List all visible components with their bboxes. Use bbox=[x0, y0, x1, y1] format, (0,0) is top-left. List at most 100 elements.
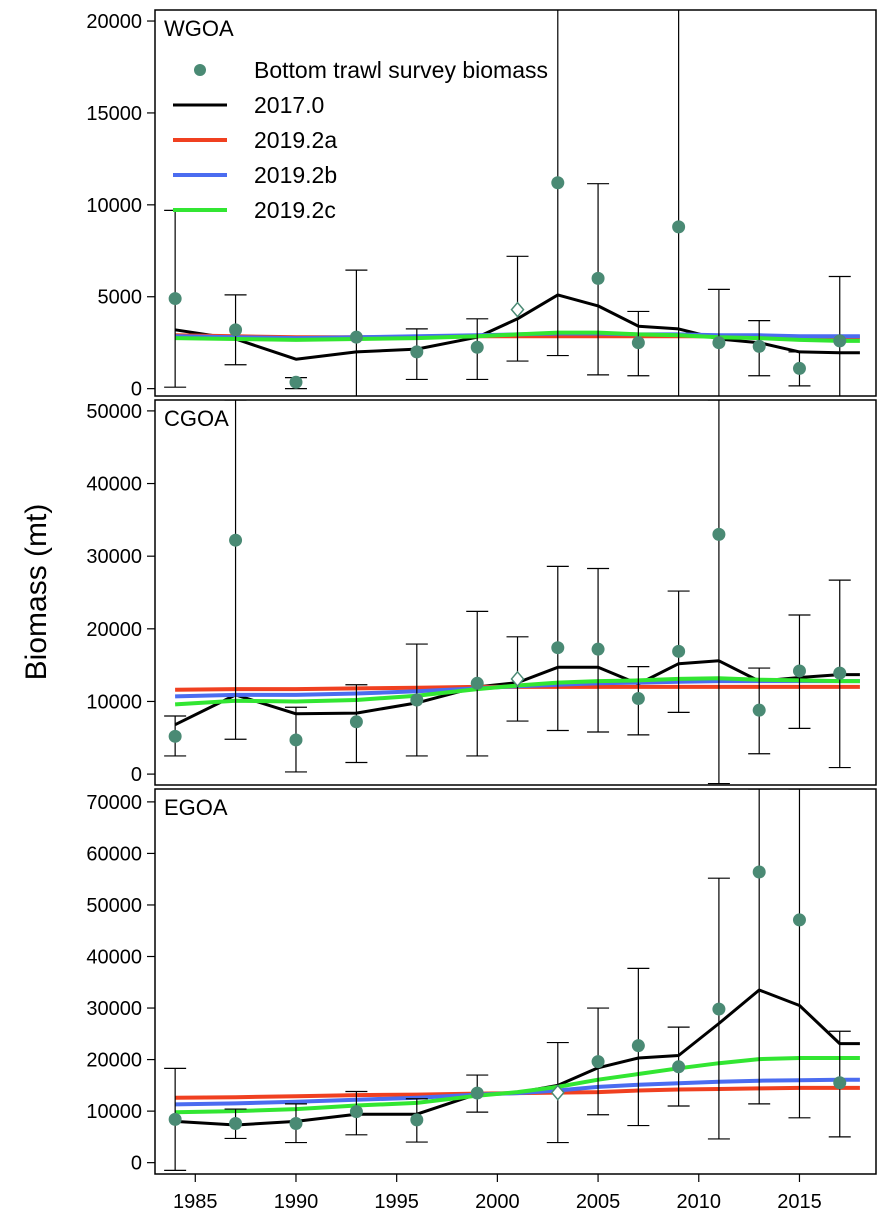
y-tick-label: 20000 bbox=[86, 1050, 142, 1072]
survey-point bbox=[631, 692, 645, 706]
panel-cgoa: 0 10000 20000 30000 40000 50000 CGOA bbox=[86, 399, 877, 786]
x-axis: 1985 1990 1995 2000 2005 2010 2015 bbox=[173, 1174, 822, 1213]
y-tick-label: 30000 bbox=[86, 998, 142, 1020]
survey-point bbox=[470, 1086, 484, 1100]
series-line-2019-2c bbox=[174, 676, 860, 707]
error-bar bbox=[748, 789, 771, 1105]
survey-point bbox=[591, 642, 605, 656]
error-bar bbox=[678, 10, 680, 396]
y-tick-label: 40000 bbox=[86, 474, 142, 496]
series-line-2019-2b bbox=[175, 1077, 860, 1107]
x-tick-label: 2005 bbox=[576, 1191, 621, 1213]
y-tick-label: 20000 bbox=[86, 619, 142, 641]
y-axis: 0 5000 10000 15000 20000 bbox=[86, 11, 155, 401]
x-tick-label: 1995 bbox=[374, 1191, 419, 1213]
series-line-2017-0 bbox=[174, 293, 860, 361]
y-tick-label: 20000 bbox=[86, 11, 142, 33]
survey-point bbox=[752, 339, 766, 353]
survey-point bbox=[551, 641, 565, 655]
panel-frame bbox=[154, 788, 877, 1175]
survey-point bbox=[752, 703, 766, 717]
survey-point bbox=[591, 271, 605, 285]
legend-entry-survey: Bottom trawl survey biomass bbox=[194, 57, 548, 83]
legend-entry-2019-2c: 2019.2c bbox=[173, 197, 336, 223]
plot-area bbox=[164, 400, 860, 785]
survey-point bbox=[792, 361, 806, 375]
survey-point bbox=[410, 1113, 424, 1127]
y-tick-label: 50000 bbox=[86, 895, 142, 917]
survey-point bbox=[712, 527, 726, 541]
survey-point bbox=[712, 336, 726, 350]
survey-point bbox=[168, 729, 182, 743]
x-tick-label: 2010 bbox=[677, 1191, 722, 1213]
survey-point-open bbox=[550, 1084, 565, 1101]
panel-label: CGOA bbox=[164, 406, 229, 431]
legend-label: 2019.2b bbox=[254, 162, 337, 188]
survey-point bbox=[551, 176, 565, 190]
survey-point bbox=[672, 220, 686, 234]
survey-point bbox=[792, 664, 806, 678]
survey-point bbox=[712, 1002, 726, 1016]
y-tick-label: 70000 bbox=[86, 792, 142, 814]
y-tick-label: 0 bbox=[131, 764, 142, 786]
y-tick-label: 60000 bbox=[86, 843, 142, 865]
survey-point bbox=[289, 375, 303, 389]
legend-label: 2019.2c bbox=[254, 197, 336, 223]
survey-point bbox=[168, 1112, 182, 1126]
survey-point bbox=[833, 334, 847, 348]
y-tick-label: 10000 bbox=[86, 195, 142, 217]
survey-point-open bbox=[510, 301, 525, 318]
panel-frame bbox=[154, 399, 877, 786]
survey-point bbox=[168, 292, 182, 306]
panel-egoa: 0 10000 20000 30000 40000 50000 60000 70000 EGOA bbox=[86, 788, 877, 1175]
series-line-2019-2a bbox=[175, 684, 860, 692]
survey-point bbox=[591, 1055, 605, 1069]
survey-point bbox=[470, 340, 484, 354]
legend-entry-2019-2b: 2019.2b bbox=[173, 162, 337, 188]
survey-point bbox=[289, 1116, 303, 1130]
survey-point bbox=[229, 323, 243, 337]
legend-label-survey: Bottom trawl survey biomass bbox=[254, 57, 548, 83]
panel-label: WGOA bbox=[164, 16, 234, 41]
y-axis: 0 10000 20000 30000 40000 50000 bbox=[86, 401, 155, 786]
x-tick-label: 1985 bbox=[173, 1191, 218, 1213]
survey-point bbox=[470, 676, 484, 690]
x-tick-label: 2000 bbox=[475, 1191, 520, 1213]
survey-point bbox=[752, 865, 766, 879]
y-tick-label: 40000 bbox=[86, 947, 142, 969]
survey-point bbox=[349, 715, 363, 729]
legend-label: 2019.2a bbox=[254, 127, 337, 153]
survey-point bbox=[631, 1039, 645, 1053]
plot-area bbox=[164, 10, 860, 396]
survey-point bbox=[289, 733, 303, 747]
legend-entry-2017-0: 2017.0 bbox=[173, 92, 324, 118]
survey-point bbox=[349, 1105, 363, 1119]
error-bar bbox=[788, 789, 811, 1119]
survey-point bbox=[672, 644, 686, 658]
y-tick-label: 30000 bbox=[86, 546, 142, 568]
survey-point bbox=[229, 533, 243, 547]
survey-point bbox=[631, 336, 645, 350]
error-bar bbox=[224, 400, 247, 740]
survey-point bbox=[792, 913, 806, 927]
survey-point bbox=[833, 666, 847, 680]
panel-frame bbox=[154, 9, 877, 397]
panel-wgoa: 0 5000 10000 15000 20000 WGOA bbox=[86, 9, 877, 401]
survey-point bbox=[410, 693, 424, 707]
y-tick-label: 10000 bbox=[86, 691, 142, 713]
survey-point bbox=[672, 1060, 686, 1074]
plot-area bbox=[164, 789, 860, 1171]
legend: Bottom trawl survey biomass 2017.0 2019.2a… bbox=[173, 57, 548, 223]
y-tick-label: 50000 bbox=[86, 401, 142, 423]
y-tick-label: 5000 bbox=[98, 287, 143, 309]
y-tick-label: 15000 bbox=[86, 103, 142, 125]
error-bar bbox=[707, 400, 730, 785]
series-line-2017-0 bbox=[175, 988, 860, 1127]
series-line-2019-2c bbox=[175, 330, 860, 343]
chart-panels: 0 5000 10000 15000 20000 WGOA 0 10000 20000 30000… bbox=[86, 9, 877, 1175]
survey-point bbox=[229, 1116, 243, 1130]
legend-entry-2019-2a: 2019.2a bbox=[173, 127, 337, 153]
y-axis-label: Biomass (mt) bbox=[20, 504, 53, 681]
survey-point bbox=[410, 345, 424, 359]
